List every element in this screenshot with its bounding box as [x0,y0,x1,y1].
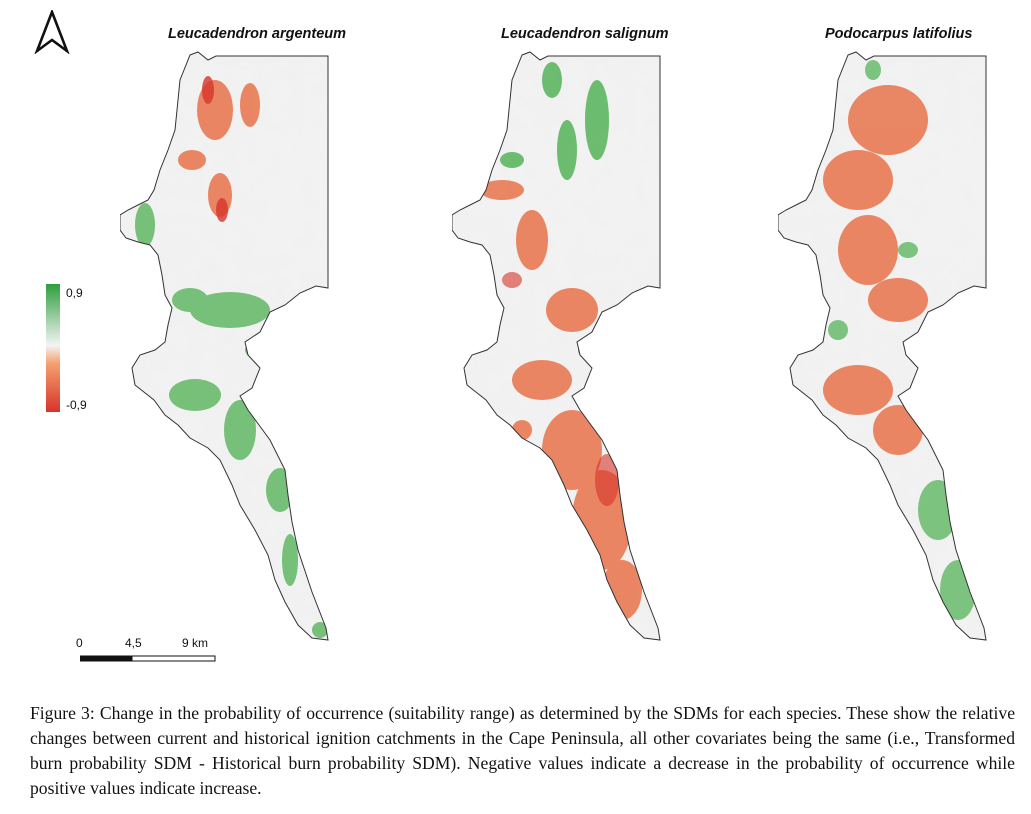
scale-label-0: 0 [76,636,83,650]
figure-caption: Figure 3: Change in the probability of o… [30,703,1015,798]
map-panel-leucadendron-salignum [452,51,661,641]
map-title-1: Leucadendron argenteum [168,26,347,42]
scale-label-9-km: 9 km [182,636,209,650]
legend-min-label: -0,9 [66,398,87,412]
map-panel-podocarpus-latifolius [778,51,987,641]
north-arrow-icon [34,10,70,54]
scale-bar [80,655,216,662]
legend-color-ramp [46,284,60,412]
map-panel-leucadendron-argenteum [120,51,329,641]
map-title-2: Leucadendron salignum [501,26,669,42]
map-title-3: Podocarpus latifolius [825,26,973,42]
scale-label-4-5: 4,5 [125,636,142,650]
legend-max-label: 0,9 [66,286,83,300]
